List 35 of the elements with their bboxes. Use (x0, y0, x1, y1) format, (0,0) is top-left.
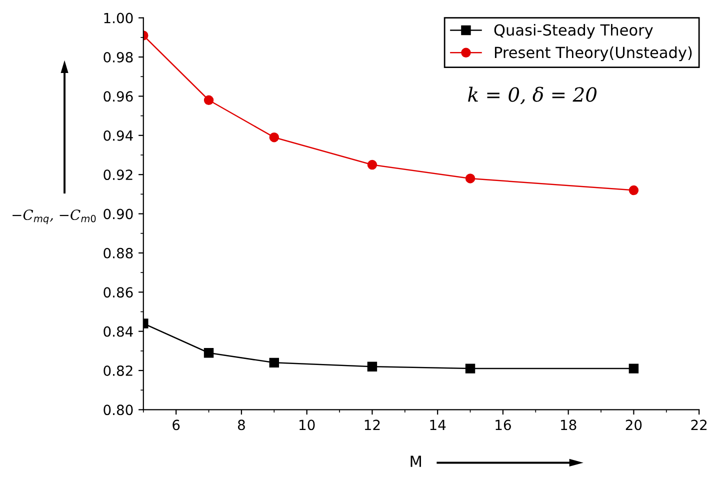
y-tick-label: 0.98 (104, 52, 133, 62)
x-tick-label: 14 (430, 420, 446, 430)
y-tick-label: 0.94 (104, 130, 133, 141)
point (367, 362, 378, 372)
x-tick-label: 12 (364, 420, 380, 430)
y-tick-label: 0.82 (104, 365, 132, 376)
legend-label: Quasi-Steady Theory (494, 24, 653, 39)
x-tick-label: 16 (496, 420, 511, 430)
point (204, 348, 214, 358)
point (465, 364, 476, 374)
x-tick-label: 20 (626, 420, 642, 430)
y-tick-label: 0.90 (104, 208, 133, 220)
y-axis-title: −C$_{mq}$, −C$_{m0}$ (12, 210, 96, 224)
point (204, 95, 214, 105)
x-tick-label: 18 (561, 420, 576, 430)
x-axis-title: M (410, 456, 421, 467)
point (269, 358, 280, 368)
y-tick-label: 0.86 (104, 287, 133, 298)
point (628, 364, 639, 374)
y-tick-label: 0.96 (104, 91, 133, 102)
x-tick-label: 10 (300, 420, 315, 430)
y-tick-label: 0.80 (104, 404, 133, 416)
legend-label: Present Theory(Unsteady) (494, 46, 692, 62)
y-tick-label: 0.92 (104, 170, 132, 180)
y-tick-label: 0.88 (104, 248, 133, 258)
point (367, 160, 378, 170)
x-tick-label: 22 (691, 420, 707, 430)
point (465, 174, 476, 184)
x-tick-label: 8 (238, 420, 245, 430)
point (269, 132, 280, 142)
x-tick-label: 6 (172, 420, 180, 430)
y-tick-label: 1.00 (104, 12, 133, 24)
point (628, 185, 639, 196)
annotation: k = 0, δ = 20 (468, 86, 597, 104)
y-tick-label: 0.84 (104, 326, 133, 337)
